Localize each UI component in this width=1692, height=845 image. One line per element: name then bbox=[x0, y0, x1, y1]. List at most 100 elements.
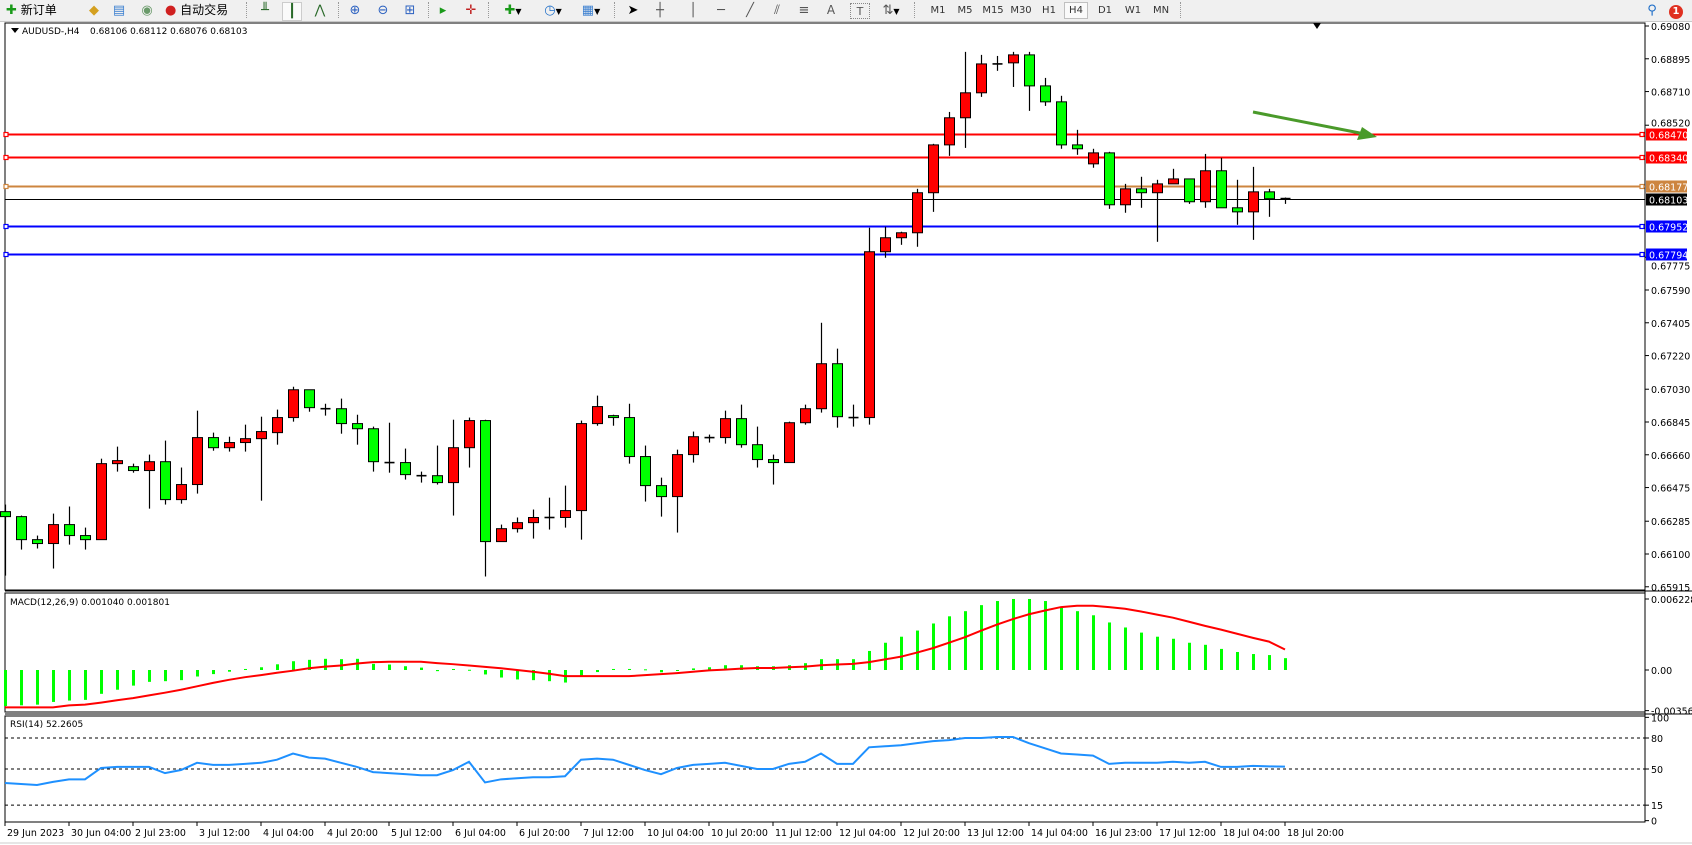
search-button[interactable]: ⚲ bbox=[1644, 2, 1660, 19]
candle-body bbox=[864, 251, 875, 419]
candle-body bbox=[1008, 54, 1019, 64]
timeframe-m30[interactable]: M30 bbox=[1010, 5, 1032, 16]
price-tick-label: 0.67405 bbox=[1651, 319, 1690, 330]
arrows-dropdown[interactable]: ⇅▼ bbox=[877, 2, 905, 19]
autoscroll-button[interactable]: ✛ bbox=[462, 2, 480, 19]
timeframe-h4[interactable]: H4 bbox=[1064, 2, 1088, 19]
navigator-button[interactable]: ◉ bbox=[138, 2, 156, 19]
toolbar-separator bbox=[614, 2, 616, 18]
vertical-line-tool[interactable]: │ bbox=[684, 2, 702, 19]
zoom-out-button[interactable]: ⊖ bbox=[374, 2, 392, 19]
candle bbox=[736, 404, 747, 448]
candle-body bbox=[464, 420, 475, 449]
signal-icon: ◉ bbox=[141, 3, 153, 18]
candle bbox=[560, 485, 571, 528]
timeframe-d1[interactable]: D1 bbox=[1097, 5, 1113, 16]
bar-chart-button[interactable]: ╨ bbox=[256, 2, 274, 19]
candle bbox=[1200, 153, 1211, 208]
zoom-in-button[interactable]: ⊕ bbox=[346, 2, 364, 19]
macd-histogram-bar bbox=[612, 668, 615, 670]
chart-shift-marker-icon[interactable] bbox=[1313, 23, 1321, 29]
macd-histogram-bar bbox=[292, 661, 295, 670]
data-window-button[interactable]: ▤ bbox=[110, 2, 128, 19]
candle-body bbox=[1216, 170, 1227, 209]
indicators-dropdown[interactable]: ✚▼ bbox=[498, 2, 528, 19]
text-tool[interactable]: A bbox=[822, 2, 840, 19]
trendline-tool[interactable]: ╱ bbox=[741, 2, 759, 19]
macd-histogram-bar bbox=[1044, 601, 1047, 670]
chart-shift-button[interactable]: ▸ bbox=[434, 2, 452, 19]
candle-body bbox=[208, 437, 219, 449]
line-chart-button[interactable]: ⋀ bbox=[311, 2, 329, 19]
candle bbox=[960, 51, 971, 148]
candlestick-button[interactable]: ┃ bbox=[282, 2, 302, 21]
candle bbox=[576, 420, 587, 540]
candle bbox=[256, 416, 267, 501]
cursor-tool[interactable]: ➤ bbox=[624, 2, 642, 19]
timeframe-w1[interactable]: W1 bbox=[1124, 5, 1142, 16]
timeframe-mn[interactable]: MN bbox=[1152, 5, 1170, 16]
candle-body bbox=[368, 428, 379, 463]
candle-body bbox=[1152, 183, 1163, 194]
candle bbox=[848, 404, 859, 427]
timeframe-m1[interactable]: M1 bbox=[930, 5, 946, 16]
macd-histogram-bar bbox=[1252, 654, 1255, 670]
macd-histogram-bar bbox=[932, 623, 935, 670]
macd-histogram-bar bbox=[244, 668, 247, 670]
text-label-tool[interactable]: T bbox=[850, 3, 870, 19]
level-handle-icon[interactable] bbox=[3, 251, 9, 258]
tile-windows-button[interactable]: ⊞ bbox=[401, 2, 419, 19]
equidistant-channel-icon: ⫽ bbox=[774, 3, 780, 18]
time-tick-label: 18 Jul 20:00 bbox=[1287, 828, 1344, 839]
search-icon: ⚲ bbox=[1647, 3, 1657, 18]
level-handle-icon[interactable] bbox=[1639, 223, 1645, 230]
market-watch-button[interactable]: ◆ bbox=[85, 2, 103, 19]
candle bbox=[1040, 77, 1051, 106]
price-tick-label: 0.68520 bbox=[1651, 119, 1690, 130]
horizontal-line-tool[interactable]: ─ bbox=[712, 2, 730, 19]
candle bbox=[288, 386, 299, 422]
level-handle-icon[interactable] bbox=[3, 131, 9, 138]
candle bbox=[1264, 188, 1275, 217]
macd-histogram-bar bbox=[1060, 607, 1063, 670]
periodicity-dropdown[interactable]: ◷▼ bbox=[538, 2, 568, 19]
level-handle-icon[interactable] bbox=[1639, 154, 1645, 161]
macd-signal-line bbox=[5, 604, 1286, 709]
level-handle-icon[interactable] bbox=[1639, 131, 1645, 138]
auto-trading-button[interactable]: ● 自动交易 bbox=[165, 2, 228, 19]
macd-histogram-bar bbox=[1012, 598, 1015, 670]
level-handle-icon[interactable] bbox=[3, 183, 9, 190]
candle bbox=[160, 440, 171, 505]
fibonacci-tool[interactable]: ≡ bbox=[795, 2, 813, 19]
time-tick-label: 6 Jul 04:00 bbox=[455, 828, 506, 839]
chart-shift-icon: ▸ bbox=[439, 3, 447, 18]
vertical-line-icon: │ bbox=[689, 3, 697, 18]
macd-histogram-bar bbox=[1172, 638, 1175, 670]
candle-body bbox=[48, 524, 59, 545]
timeframe-h1[interactable]: H1 bbox=[1042, 5, 1056, 16]
templates-dropdown[interactable]: ▦▼ bbox=[576, 2, 606, 19]
timeframe-m15[interactable]: M15 bbox=[982, 5, 1004, 16]
channel-tool[interactable]: ⫽ bbox=[768, 2, 786, 19]
collapse-triangle-icon[interactable] bbox=[11, 28, 19, 33]
notifications-button[interactable]: 1 bbox=[1666, 2, 1686, 19]
level-handle-icon[interactable] bbox=[3, 154, 9, 161]
candle bbox=[448, 419, 459, 516]
level-handle-icon[interactable] bbox=[1639, 251, 1645, 258]
level-handle-icon[interactable] bbox=[3, 223, 9, 230]
candle-body bbox=[736, 418, 747, 446]
timeframe-m5[interactable]: M5 bbox=[957, 5, 973, 16]
candle-body bbox=[784, 422, 795, 464]
candle-body bbox=[768, 459, 779, 464]
level-handle-icon[interactable] bbox=[1639, 183, 1645, 190]
chevron-down-icon: ▼ bbox=[893, 7, 900, 16]
new-order-button[interactable]: ✚ 新订单 bbox=[6, 2, 57, 19]
market-watch-icon: ◆ bbox=[89, 3, 99, 18]
crosshair-tool[interactable]: ┼ bbox=[651, 2, 669, 19]
symbol-label: AUDUSD-,H4 bbox=[22, 27, 80, 37]
candle bbox=[320, 403, 331, 416]
candle bbox=[720, 410, 731, 444]
trend-arrow-line[interactable] bbox=[1252, 110, 1371, 137]
macd-histogram-bar bbox=[212, 670, 215, 675]
